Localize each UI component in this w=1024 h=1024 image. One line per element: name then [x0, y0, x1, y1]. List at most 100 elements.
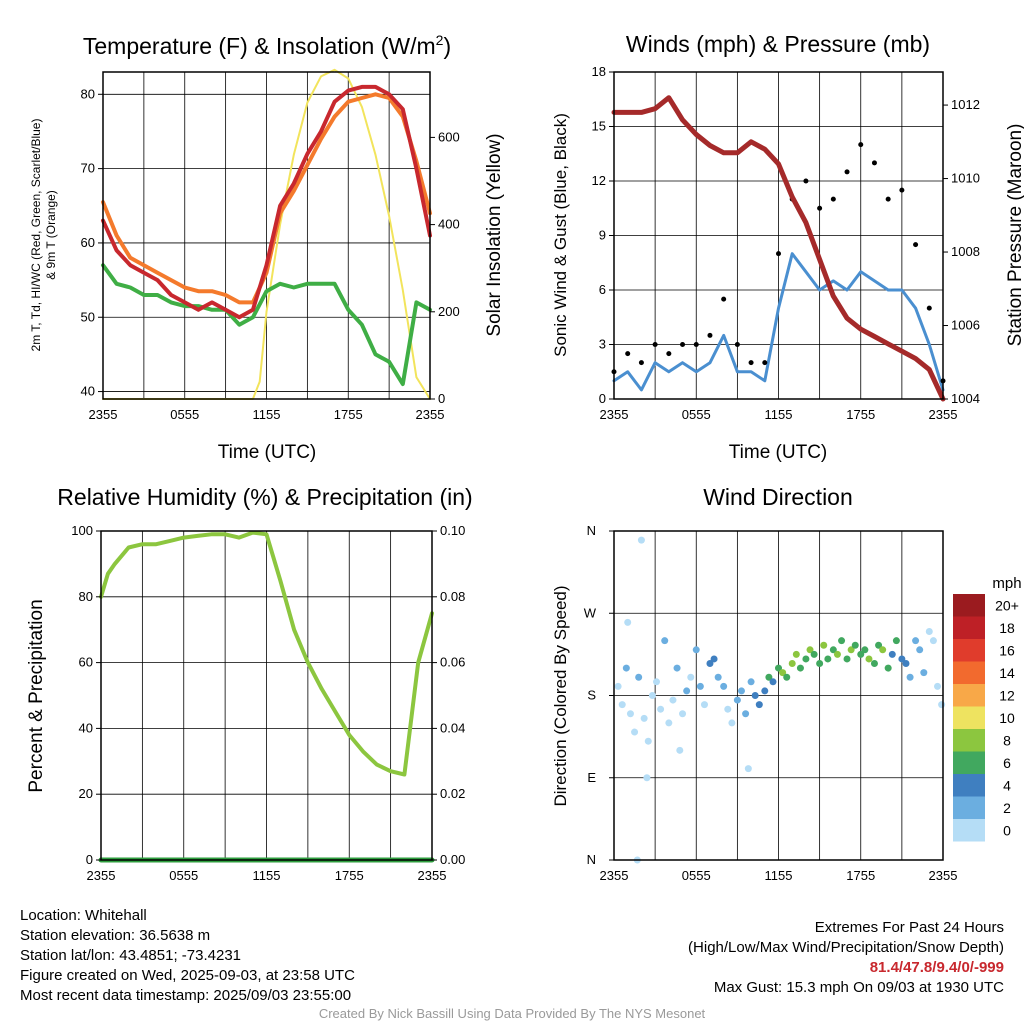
gust-point [625, 351, 631, 357]
y-tick-label: 70 [81, 161, 95, 176]
x-tick-label: 2355 [929, 868, 958, 883]
gust-point [803, 178, 809, 184]
wind-direction-point [687, 673, 695, 681]
pressure-y-label: Station Pressure (Maroon) [1005, 124, 1024, 347]
wind-direction-point [938, 701, 946, 709]
y2-tick-label: 0.10 [440, 523, 465, 538]
extremes-heading: Extremes For Past 24 Hours [814, 919, 1004, 936]
wind-direction-point [683, 687, 691, 695]
wind-direction-point [733, 696, 741, 704]
wind-direction-point [661, 637, 669, 645]
gust-point [817, 205, 823, 211]
y-tick-label: 60 [79, 655, 93, 670]
gust-point [926, 305, 932, 311]
wind-direction-point [648, 692, 656, 699]
temperature-y-label-line1: 2m T, Td, HI/WC (Red, Green, Scarlet/Blu… [29, 119, 43, 352]
x-tick-label: 1755 [335, 868, 364, 883]
wind-direction-point [622, 664, 630, 672]
y2-tick-label: 0.02 [440, 786, 465, 801]
wind-direction-point [631, 728, 639, 736]
y-tick-label: 100 [71, 523, 93, 538]
wind-direction-point [624, 618, 632, 626]
x-tick-label: 1755 [846, 868, 875, 883]
temperature-y-label-line2: & 9m T (Orange) [44, 190, 58, 280]
wind-direction-point [806, 646, 814, 654]
humidity-panel: Relative Humidity (%) & Precipitation (i… [26, 484, 473, 883]
temperature-plot-frame [102, 71, 431, 400]
wind-direction-point [824, 655, 832, 663]
legend-label: 16 [999, 642, 1015, 658]
y-tick-label: 12 [592, 173, 606, 188]
humidity-title: Relative Humidity (%) & Precipitation (i… [57, 484, 472, 510]
gust-point [652, 342, 658, 347]
wind-direction-point [892, 637, 900, 645]
y2-tick-label: 0.06 [440, 655, 465, 670]
speed-legend-title: mph [992, 575, 1021, 592]
winds-x-label: Time (UTC) [729, 442, 828, 463]
figure-created: Figure created on Wed, 2025-09-03, at 23… [20, 967, 355, 984]
legend-label: 10 [999, 710, 1015, 726]
wind-direction-point [692, 646, 700, 654]
legend-swatch [953, 774, 985, 797]
wind-direction-point [755, 701, 763, 709]
gust-point [871, 160, 877, 166]
wind-direction-point [838, 637, 846, 645]
credit-line: Created By Nick Bassill Using Data Provi… [318, 1006, 706, 1021]
extremes-subheading: (High/Low/Max Wind/Precipitation/Snow De… [688, 939, 1004, 956]
wind-direction-point [847, 646, 855, 654]
legend-swatch [953, 796, 985, 819]
y-tick-label: 0 [599, 391, 606, 406]
max-gust: Max Gust: 15.3 mph On 09/03 at 1930 UTC [713, 979, 1004, 996]
x-tick-label: 1155 [765, 868, 793, 883]
wind-direction-point [614, 682, 622, 690]
wind-direction-point [657, 705, 665, 713]
legend-swatch [953, 751, 985, 774]
wind-direction-point [696, 682, 704, 690]
gust-point [776, 251, 781, 257]
x-tick-label: 2355 [929, 407, 958, 422]
direction-tick-label: W [584, 605, 597, 620]
legend-label: 2 [1003, 800, 1011, 816]
gust-point [707, 332, 713, 338]
wind-direction-point [728, 719, 736, 727]
wind-direction-point [857, 650, 865, 658]
wind-direction-point [783, 673, 791, 681]
wind-direction-point [665, 719, 673, 727]
temperature-title: Temperature (F) & Insolation (W/m2) [83, 32, 451, 59]
y-tick-label: 80 [81, 86, 95, 101]
speed-legend: 20+ 18 16 14 12 10 8 6 4 2 0 [953, 594, 1019, 842]
wind-direction-point [870, 660, 878, 668]
wind-direction-point [879, 646, 887, 654]
humidity-y-label: Percent & Precipitation [26, 599, 47, 792]
x-tick-label: 1755 [334, 407, 363, 422]
gust-point [885, 196, 891, 202]
y2-tick-label: 0.00 [440, 852, 465, 867]
y-tick-label: 60 [81, 235, 95, 250]
y-tick-label: 6 [599, 282, 606, 297]
x-tick-label: 0555 [682, 407, 711, 422]
wind-direction-point [775, 664, 782, 672]
wind-direction-point [851, 641, 859, 649]
y2-tick-label: 1008 [951, 244, 980, 259]
x-tick-label: 2355 [87, 868, 116, 883]
x-tick-label: 2355 [89, 407, 118, 422]
legend-swatch [953, 661, 985, 684]
gust-point [638, 360, 644, 366]
y2-tick-label: 400 [438, 217, 460, 232]
legend-swatch [953, 684, 985, 707]
temperature-series-2m-t [101, 84, 432, 320]
legend-swatch [953, 639, 985, 662]
legend-swatch [953, 729, 985, 752]
x-tick-label: 1155 [253, 868, 281, 883]
y-tick-label: 0 [86, 852, 93, 867]
station-info: Location: Whitehall Station elevation: 3… [20, 906, 355, 1006]
wind-direction-point [884, 664, 892, 672]
legend-swatch [953, 819, 985, 842]
wind-direction-point [810, 650, 818, 658]
insolation-y-label: Solar Insolation (Yellow) [484, 133, 505, 336]
temperature-series-9m-t [101, 92, 432, 305]
wind-direction-point [888, 650, 896, 658]
legend-swatch [953, 706, 985, 729]
x-tick-label: 2355 [600, 868, 629, 883]
